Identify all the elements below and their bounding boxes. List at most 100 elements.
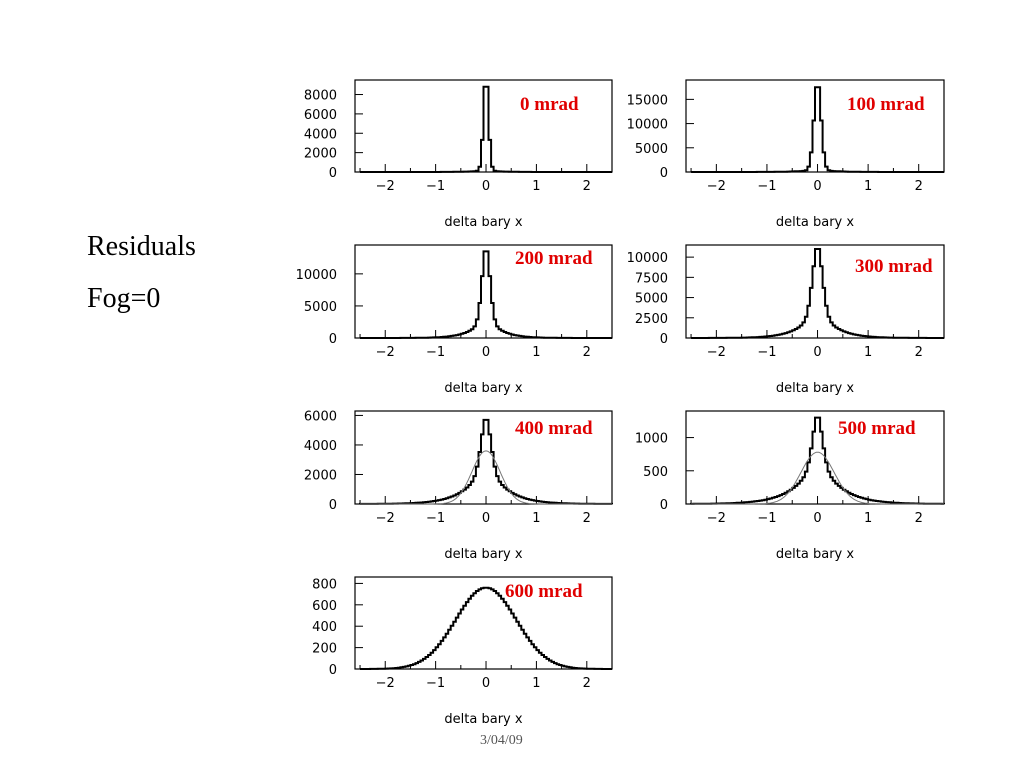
histogram-panel: −2 −1 0 1 2 0 500 1000 delta bary x 500 mrad xyxy=(635,410,945,562)
x-tick-label: 1 xyxy=(864,511,872,526)
y-tick-label: 6000 xyxy=(304,108,337,123)
plot-frame xyxy=(354,410,613,505)
histogram-panel: −2 −1 0 1 2 0 2000 4000 6000 delta bary x 400 mrad xyxy=(304,409,613,562)
angle-label: 100 mrad xyxy=(847,94,925,115)
x-tick-label: −1 xyxy=(757,179,776,194)
y-tick-label: 0 xyxy=(329,498,337,513)
x-tick-label: 2 xyxy=(915,345,923,360)
y-tick-label: 500 xyxy=(643,465,668,480)
y-tick-label: 10000 xyxy=(627,251,668,266)
y-tick-label: 0 xyxy=(329,332,337,347)
y-tick-label: 2500 xyxy=(635,312,668,327)
histogram-series xyxy=(359,418,613,505)
x-tick-label: −2 xyxy=(376,676,395,691)
x-tick-label: −2 xyxy=(376,511,395,526)
y-tick-label: 0 xyxy=(329,663,337,678)
x-tick-label: 1 xyxy=(532,179,540,194)
y-tick-label: 200 xyxy=(312,642,337,657)
plot-frame xyxy=(354,79,613,173)
y-tick-label: 800 xyxy=(312,577,337,592)
x-tick-label: 2 xyxy=(583,511,591,526)
histogram-panel: −2 −1 0 1 2 0 5000 10000 15000 delta bary x 100 mr… xyxy=(627,79,945,230)
y-tick-label: 15000 xyxy=(627,93,668,108)
x-tick-label: 2 xyxy=(583,179,591,194)
y-tick-label: 600 xyxy=(312,599,337,614)
x-tick-label: 2 xyxy=(915,511,923,526)
histogram-series xyxy=(360,85,612,173)
y-tick-label: 10000 xyxy=(296,268,337,283)
histogram-panel: −2 −1 0 1 2 0 200 400 600 800 delta bary x 600 mrad xyxy=(312,576,613,727)
angle-label: 200 mrad xyxy=(515,248,593,269)
x-tick-label: −2 xyxy=(376,345,395,360)
x-tick-label: 0 xyxy=(813,345,821,360)
plot-frame xyxy=(354,244,613,339)
x-tick-label: 2 xyxy=(915,179,923,194)
y-tick-label: 0 xyxy=(660,332,668,347)
x-tick-label: 1 xyxy=(532,345,540,360)
y-tick-label: 0 xyxy=(660,166,668,181)
y-tick-label: 10000 xyxy=(627,118,668,133)
x-tick-label: 1 xyxy=(864,179,872,194)
y-tick-label: 6000 xyxy=(304,409,337,424)
y-tick-label: 400 xyxy=(312,620,337,635)
x-axis-label: delta bary x xyxy=(444,712,522,727)
y-tick-label: 2000 xyxy=(304,468,337,483)
x-tick-label: 0 xyxy=(482,345,490,360)
x-tick-label: 0 xyxy=(482,676,490,691)
x-axis-label: delta bary x xyxy=(444,215,522,230)
x-tick-label: 0 xyxy=(482,511,490,526)
y-tick-label: 5000 xyxy=(635,142,668,157)
side-title: Residuals xyxy=(87,231,196,262)
plot-frame xyxy=(685,244,945,339)
histogram-panel: −2 −1 0 1 2 0 2000 4000 6000 8000 delta bary x 0 mr… xyxy=(304,79,613,230)
y-tick-label: 7500 xyxy=(635,271,668,286)
histogram-series xyxy=(691,86,944,173)
plot-frame xyxy=(685,79,945,173)
y-tick-label: 8000 xyxy=(304,89,337,104)
x-tick-label: −1 xyxy=(757,511,776,526)
x-axis-label: delta bary x xyxy=(776,215,854,230)
angle-label: 500 mrad xyxy=(838,418,916,439)
y-tick-label: 2000 xyxy=(304,147,337,162)
angle-label: 0 mrad xyxy=(520,94,579,115)
x-tick-label: −2 xyxy=(707,345,726,360)
x-tick-label: −1 xyxy=(757,345,776,360)
plot-frame xyxy=(685,410,945,505)
histogram-series xyxy=(360,250,612,339)
angle-label: 400 mrad xyxy=(515,418,593,439)
x-tick-label: 2 xyxy=(583,676,591,691)
x-axis-label: delta bary x xyxy=(776,547,854,562)
histogram-panel: −2 −1 0 1 2 0 2500 5000 7500 10000 delta bary x 300… xyxy=(627,244,945,396)
x-axis-label: delta bary x xyxy=(444,381,522,396)
x-axis-label: delta bary x xyxy=(776,381,854,396)
footer-date: 3/04/09 xyxy=(480,733,523,748)
y-tick-label: 4000 xyxy=(304,439,337,454)
x-tick-label: 0 xyxy=(813,511,821,526)
x-tick-label: −1 xyxy=(426,676,445,691)
y-tick-label: 5000 xyxy=(635,292,668,307)
x-axis-label: delta bary x xyxy=(444,547,522,562)
x-tick-label: −1 xyxy=(426,511,445,526)
y-tick-label: 4000 xyxy=(304,127,337,142)
y-tick-label: 0 xyxy=(660,498,668,513)
histogram-series xyxy=(360,586,612,670)
histogram-series xyxy=(690,416,945,505)
angle-label: 300 mrad xyxy=(855,256,933,277)
x-tick-label: 1 xyxy=(532,511,540,526)
x-tick-label: −1 xyxy=(426,179,445,194)
fit-curve xyxy=(360,450,612,505)
plot-frame xyxy=(354,576,613,670)
fit-curve xyxy=(691,451,944,505)
angle-label: 600 mrad xyxy=(505,581,583,602)
x-tick-label: −1 xyxy=(426,345,445,360)
x-tick-label: 2 xyxy=(583,345,591,360)
y-tick-label: 5000 xyxy=(304,300,337,315)
y-tick-label: 1000 xyxy=(635,432,668,447)
y-tick-label: 0 xyxy=(329,166,337,181)
x-tick-label: 1 xyxy=(532,676,540,691)
side-subtitle: Fog=0 xyxy=(87,283,161,314)
histogram-series xyxy=(691,248,944,339)
histogram-panel: −2 −1 0 1 2 0 5000 10000 delta bary x 200 mrad xyxy=(296,244,613,396)
x-tick-label: 0 xyxy=(813,179,821,194)
